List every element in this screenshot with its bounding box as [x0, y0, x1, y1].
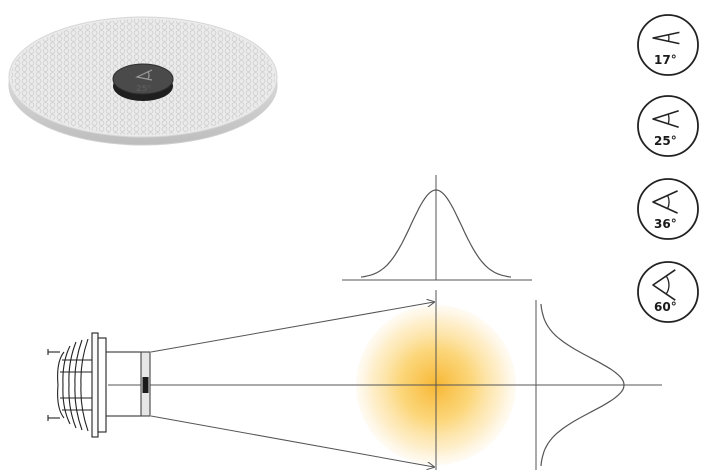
beam-angle-label: 60° [654, 300, 677, 314]
beam-angle-badge-circle [637, 95, 699, 157]
wide-beam-angle-icon [652, 190, 678, 214]
heat-sink [47, 338, 92, 432]
very-wide-beam-angle-icon [652, 269, 676, 301]
beam-ray-bottom [150, 415, 434, 467]
beam-angle-badge-circle [637, 14, 699, 76]
lens-badge-label: 25° [136, 84, 151, 93]
beam-angle-badge-3: 36° [637, 178, 699, 240]
beam-angle-badge-2: 25° [637, 95, 699, 157]
beam-angle-icon [652, 110, 679, 128]
module-flange-rim [97, 337, 107, 433]
lens-center-badge [112, 63, 174, 95]
lens-profile-core [142, 377, 149, 393]
beam-angle-badge-4: 60° [637, 261, 699, 323]
narrow-beam-angle-icon [652, 31, 680, 45]
module-flange [91, 332, 99, 438]
top-intensity-profile [342, 175, 532, 281]
top-gaussian-curve [360, 189, 512, 278]
side-intensity-profile [535, 300, 625, 470]
beam-ray-top [150, 302, 434, 353]
beam-angle-list: 17° 25° 36° 60° [637, 14, 699, 323]
side-gaussian-curve [540, 303, 625, 467]
beam-angle-badge-1: 17° [637, 14, 699, 76]
led-light-module [47, 332, 151, 438]
lens-badge-angle-icon [135, 69, 153, 81]
beam-angle-label: 17° [654, 53, 677, 67]
lens-disc: 25° [8, 16, 278, 146]
beam-angle-label: 25° [654, 134, 677, 148]
beam-angle-label: 36° [654, 217, 677, 231]
